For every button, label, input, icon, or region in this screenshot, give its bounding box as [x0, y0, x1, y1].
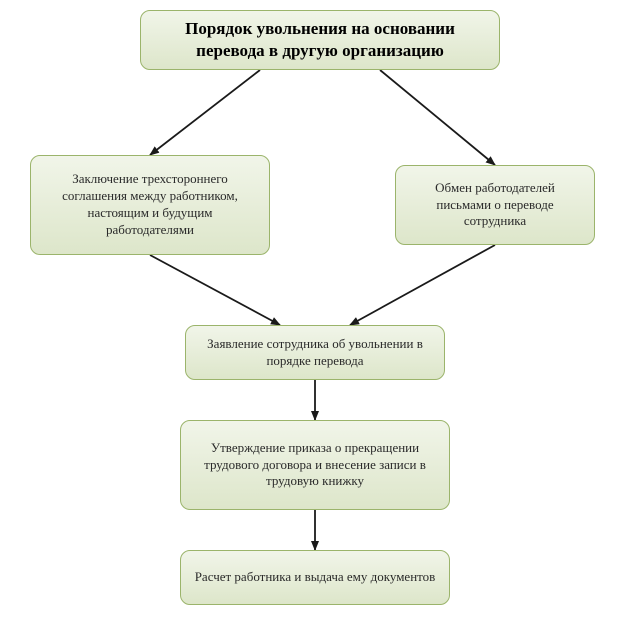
node-text: Заключение трехстороннего соглашения меж… [43, 171, 257, 239]
flowchart-node-final: Расчет работника и выдача ему документов [180, 550, 450, 605]
flowchart-node-statement: Заявление сотрудника об увольнении в пор… [185, 325, 445, 380]
node-text: Заявление сотрудника об увольнении в пор… [198, 336, 432, 370]
flowchart-title-node: Порядок увольнения на основании перевода… [140, 10, 500, 70]
flowchart-node-agreement: Заключение трехстороннего соглашения меж… [30, 155, 270, 255]
node-text: Утверждение приказа о прекращении трудов… [193, 440, 437, 491]
node-text: Обмен работодателей письмами о переводе … [408, 180, 582, 231]
flowchart-connectors [0, 0, 640, 620]
node-text: Расчет работника и выдача ему документов [195, 569, 436, 586]
flowchart-node-letters: Обмен работодателей письмами о переводе … [395, 165, 595, 245]
flowchart-node-order: Утверждение приказа о прекращении трудов… [180, 420, 450, 510]
flowchart-title-text: Порядок увольнения на основании перевода… [153, 18, 487, 62]
